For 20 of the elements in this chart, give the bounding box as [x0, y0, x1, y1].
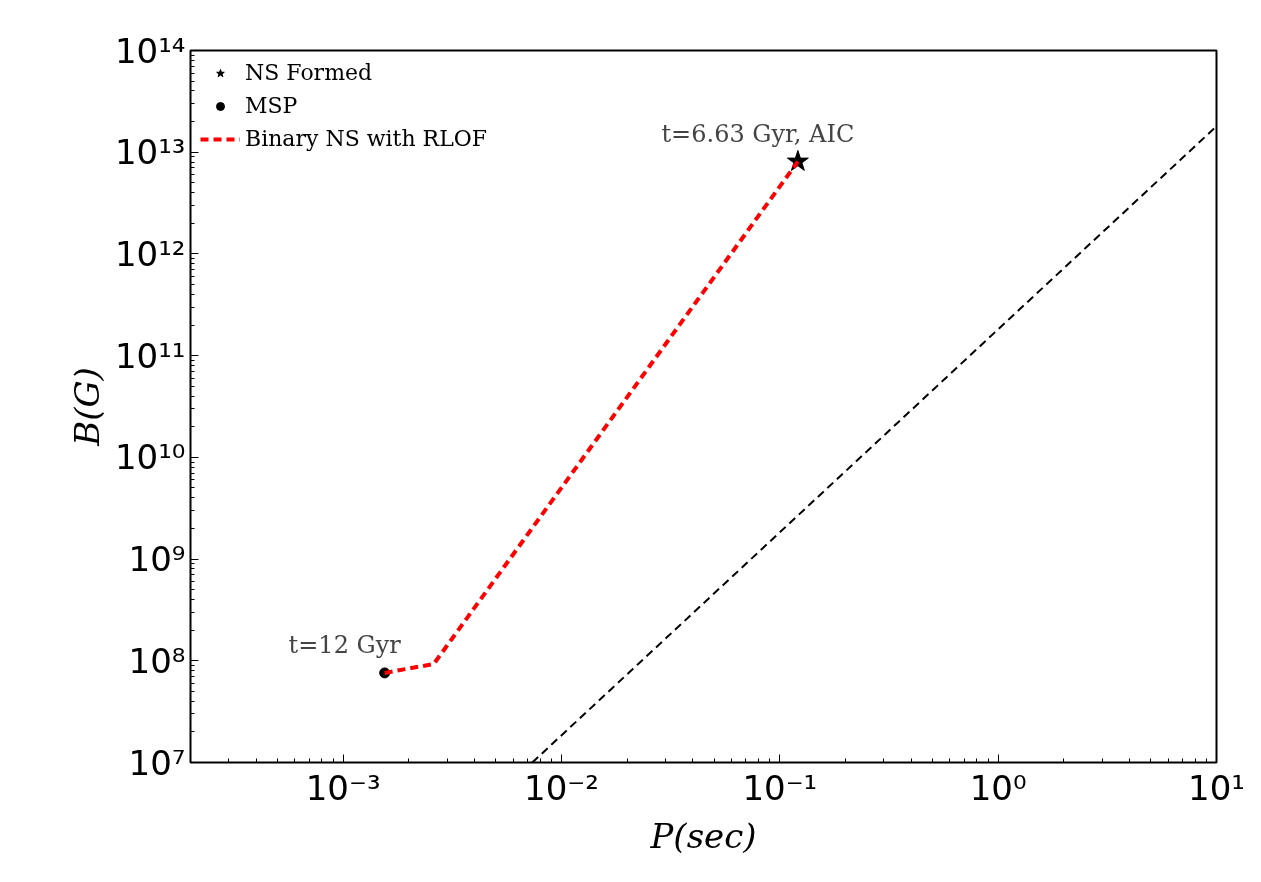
x-tick-label: 10⁻² — [524, 767, 599, 808]
annotation: t=12 Gyr — [288, 630, 402, 659]
y-tick-label: 10¹⁴ — [114, 30, 186, 71]
annotation: t=6.63 Gyr, AIC — [661, 119, 855, 148]
y-tick-label: 10⁹ — [128, 539, 186, 580]
y-tick-label: 10¹⁰ — [114, 437, 186, 478]
y-tick-label: 10⁷ — [128, 742, 186, 783]
y-tick-label: 10⁸ — [128, 640, 186, 681]
y-tick-label: 10¹³ — [114, 132, 186, 173]
x-tick-label: 10⁻¹ — [742, 767, 818, 808]
x-tick-label: 10⁰ — [969, 767, 1027, 808]
y-tick-label: 10¹² — [114, 233, 186, 274]
y-tick-label: 10¹¹ — [114, 335, 186, 376]
y-axis-title: B(G) — [66, 367, 107, 447]
legend-label: NS Formed — [245, 60, 373, 85]
legend-label: Binary NS with RLOF — [245, 126, 488, 151]
x-tick-label: 10⁻³ — [305, 767, 381, 808]
x-tick-label: 10¹ — [1188, 767, 1245, 808]
legend-label: MSP — [245, 93, 298, 118]
x-axis-title: P(sec) — [649, 815, 757, 856]
